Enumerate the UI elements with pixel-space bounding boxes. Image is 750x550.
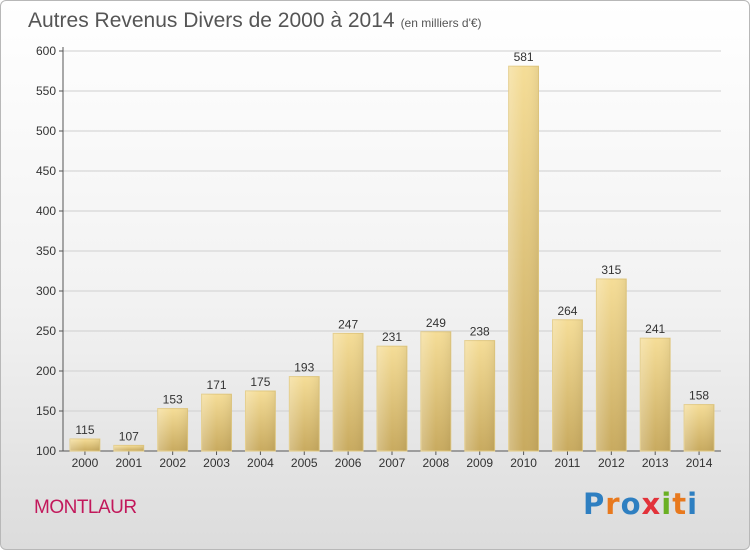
- data-label: 193: [294, 361, 314, 375]
- x-tick-label: 2000: [72, 456, 99, 470]
- y-tick-label: 400: [36, 204, 56, 218]
- logo-letter: r: [605, 487, 621, 521]
- proxiti-logo: Proxiti: [583, 487, 698, 521]
- y-tick-label: 250: [36, 324, 56, 338]
- x-tick-label: 2007: [379, 456, 406, 470]
- x-tick-label: 2001: [115, 456, 142, 470]
- x-tick-label: 2004: [247, 456, 274, 470]
- x-tick-label: 2013: [642, 456, 669, 470]
- y-tick-label: 350: [36, 244, 56, 258]
- bar-shine: [552, 319, 583, 451]
- bar-shine: [245, 391, 276, 451]
- data-label: 581: [514, 50, 534, 64]
- bar-shine: [508, 66, 539, 451]
- data-label: 175: [250, 375, 270, 389]
- bar-shine: [596, 279, 627, 451]
- data-label: 107: [119, 429, 139, 443]
- bar-shine: [201, 394, 232, 451]
- x-tick-label: 2008: [423, 456, 450, 470]
- bar-shine: [377, 346, 407, 451]
- bar-shine: [684, 404, 714, 451]
- x-tick-label: 2002: [159, 456, 186, 470]
- data-label: 247: [338, 317, 358, 331]
- y-tick-label: 550: [36, 84, 56, 98]
- data-label: 153: [163, 393, 183, 407]
- y-tick-label: 100: [36, 444, 56, 458]
- logo-letter: P: [583, 487, 606, 521]
- bar-shine: [333, 333, 364, 451]
- y-tick-label: 300: [36, 284, 56, 298]
- logo-letter: i: [687, 487, 699, 521]
- x-tick-label: 2012: [598, 456, 625, 470]
- commune-name: MONTLAUR: [34, 497, 137, 518]
- y-tick-label: 150: [36, 404, 56, 418]
- data-label: 264: [557, 304, 577, 318]
- chart-unit: (en milliers d'€): [400, 16, 482, 30]
- bar-shine: [113, 445, 144, 451]
- labels: 100 150 200 250 300 350 400 450 500 550 600 115 2000…: [36, 44, 713, 470]
- y-tick-label: 600: [36, 44, 56, 58]
- y-tick-label: 450: [36, 164, 56, 178]
- data-label: 238: [470, 325, 490, 339]
- logo-letter: o: [620, 487, 642, 521]
- data-label: 171: [207, 378, 227, 392]
- x-tick-label: 2009: [466, 456, 493, 470]
- bar-shine: [70, 439, 100, 451]
- bars: [69, 65, 715, 452]
- x-tick-label: 2003: [203, 456, 230, 470]
- x-tick-label: 2010: [510, 456, 537, 470]
- data-label: 315: [601, 263, 621, 277]
- data-label: 231: [382, 330, 402, 344]
- bar-shine: [289, 376, 320, 451]
- logo-letter: x: [641, 487, 662, 521]
- x-tick-label: 2011: [555, 456, 581, 470]
- y-tick-label: 500: [36, 124, 56, 138]
- bar-shine: [157, 408, 188, 451]
- logo-letter: t: [672, 487, 688, 521]
- chart-title: Autres Revenus Divers de 2000 à 2014 (en …: [28, 9, 482, 33]
- bar-shine: [640, 338, 671, 451]
- data-label: 158: [689, 389, 709, 403]
- bar-shine: [464, 340, 495, 451]
- x-tick-label: 2006: [335, 456, 362, 470]
- data-label: 249: [426, 316, 446, 330]
- bar-shine: [420, 331, 451, 451]
- x-tick-label: 2005: [291, 456, 318, 470]
- x-tick-label: 2014: [686, 456, 713, 470]
- y-tick-label: 200: [36, 364, 56, 378]
- chart-title-text: Autres Revenus Divers de 2000 à 2014: [28, 9, 395, 32]
- data-label: 241: [645, 322, 665, 336]
- data-label: 115: [75, 423, 94, 437]
- logo-letter: i: [661, 487, 673, 521]
